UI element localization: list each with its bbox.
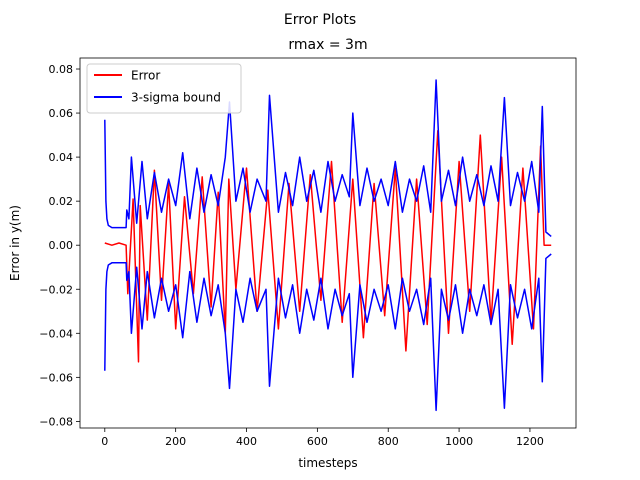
x-tick-label: 200 [165,435,186,448]
figure-suptitle: Error Plots [284,12,356,28]
legend-label-error: Error [131,69,160,83]
y-axis-label: Error in y(m) [8,205,22,281]
y-tick-label: 0.02 [49,195,74,208]
series-layer [104,79,552,412]
legend-box [86,63,242,114]
x-tick-label: 600 [307,435,328,448]
plot-area [80,58,576,428]
y-tick-label: −0.08 [39,415,73,428]
legend-label-3-sigma: 3-sigma bound [131,91,221,105]
x-tick-label: 1200 [516,435,544,448]
x-axis-ticks: 0 200 400 600 800 1000 1200 [101,428,544,448]
legend: Error 3-sigma bound [86,63,242,114]
axes-frame [79,57,577,429]
x-tick-label: 400 [236,435,257,448]
chart-title: rmax = 3m [288,37,367,53]
x-tick-label: 0 [101,435,108,448]
y-axis-ticks: −0.08 −0.06 −0.04 −0.02 0.00 0.02 0.04 0.06 0.08 [39,63,80,428]
y-tick-label: 0.08 [49,63,74,76]
series-line-0 [104,129,552,363]
y-tick-label: 0.00 [49,239,74,252]
x-tick-label: 800 [378,435,399,448]
y-tick-label: 0.04 [49,151,74,164]
y-tick-label: −0.04 [39,327,73,340]
series-line-2 [104,253,552,412]
series-line-1 [104,79,552,237]
y-tick-label: −0.06 [39,371,73,384]
x-tick-label: 1000 [445,435,473,448]
x-axis-label: timesteps [298,456,357,470]
y-tick-label: −0.02 [39,283,73,296]
y-tick-label: 0.06 [49,107,74,120]
